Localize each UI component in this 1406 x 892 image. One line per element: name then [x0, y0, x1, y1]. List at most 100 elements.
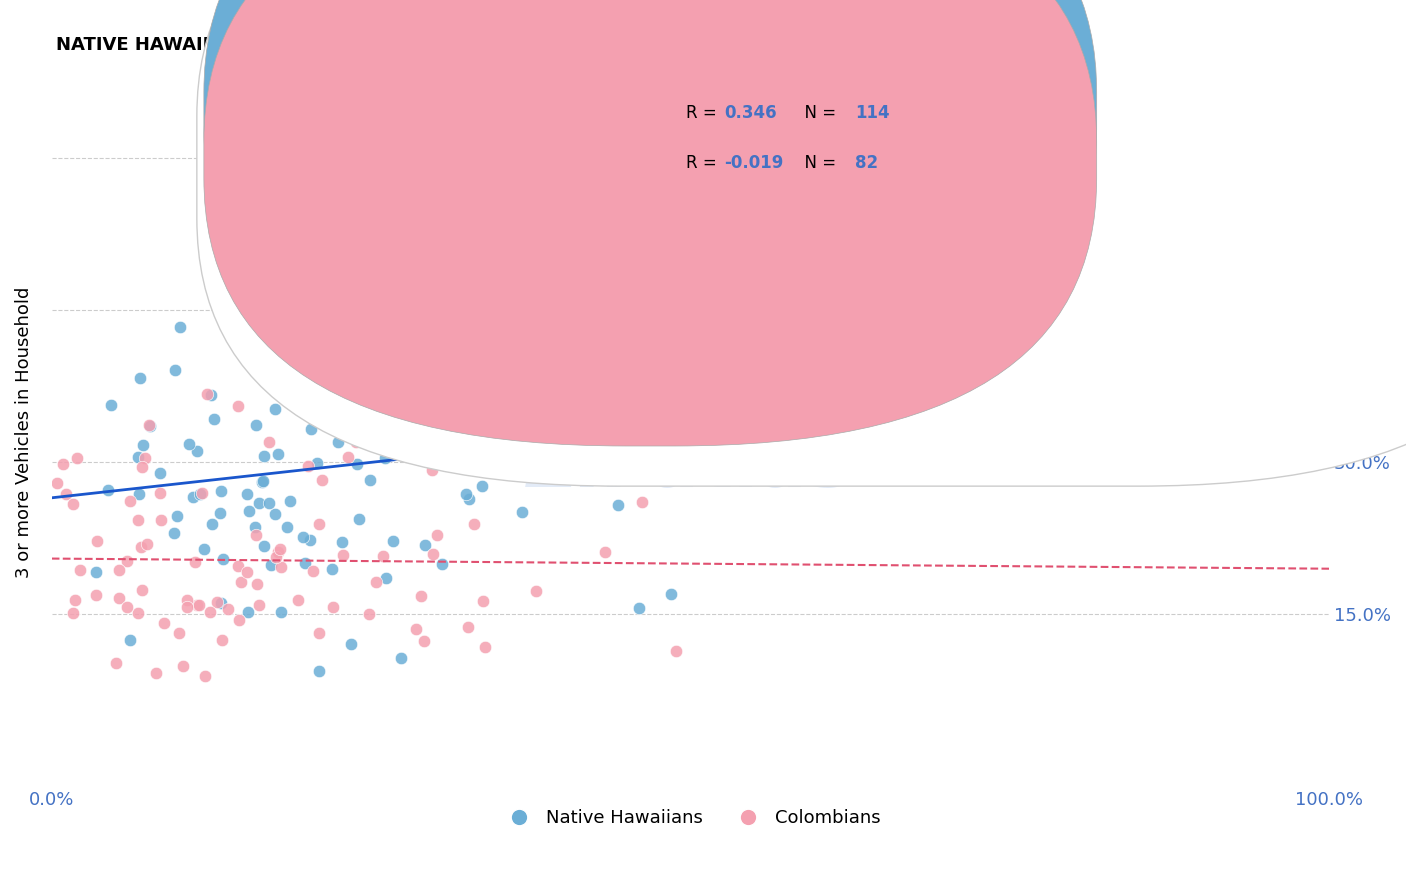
Point [389, 651, 412, 665]
Point [453, 449, 475, 463]
Point [195, 387, 218, 401]
Point [186, 443, 208, 458]
Point [457, 364, 479, 378]
Text: N =: N = [794, 104, 842, 122]
Point [176, 592, 198, 607]
Point [405, 622, 427, 636]
Point [557, 452, 579, 467]
Point [167, 626, 190, 640]
Point [264, 402, 287, 417]
Point [349, 511, 371, 525]
Point [340, 638, 363, 652]
Point [269, 541, 291, 556]
Point [267, 545, 290, 559]
Point [131, 582, 153, 597]
Point [236, 605, 259, 619]
Point [149, 486, 172, 500]
Point [510, 309, 533, 323]
Point [538, 455, 561, 469]
Text: -0.019: -0.019 [724, 154, 783, 172]
Point [179, 437, 201, 451]
Point [128, 487, 150, 501]
Point [245, 528, 267, 542]
Point [332, 548, 354, 562]
Point [200, 387, 222, 401]
Point [62, 606, 84, 620]
Text: ZIPatlas: ZIPatlas [527, 433, 853, 502]
Point [188, 599, 211, 613]
Point [190, 485, 212, 500]
Point [176, 600, 198, 615]
Point [409, 589, 432, 603]
Point [86, 533, 108, 548]
Point [97, 483, 120, 497]
Point [245, 519, 267, 533]
Point [166, 508, 188, 523]
Point [630, 351, 652, 366]
Point [117, 600, 139, 615]
Point [374, 451, 396, 466]
Point [276, 384, 298, 398]
Point [373, 549, 395, 563]
Point [533, 424, 555, 438]
Point [359, 607, 381, 621]
Point [115, 554, 138, 568]
Point [120, 633, 142, 648]
Point [377, 429, 399, 443]
Point [127, 606, 149, 620]
Point [342, 343, 364, 357]
Point [472, 594, 495, 608]
Legend: Native Hawaiians, Colombians: Native Hawaiians, Colombians [494, 802, 887, 834]
Point [131, 460, 153, 475]
Point [665, 644, 688, 658]
Point [627, 601, 650, 615]
Point [231, 574, 253, 589]
Point [252, 474, 274, 488]
Point [228, 559, 250, 574]
Point [311, 473, 333, 487]
Point [522, 405, 544, 419]
Point [127, 450, 149, 465]
Point [346, 457, 368, 471]
Point [308, 625, 330, 640]
Point [66, 450, 89, 465]
Point [607, 498, 630, 512]
Point [105, 656, 128, 670]
Point [217, 602, 239, 616]
Point [593, 545, 616, 559]
Text: Source: ZipAtlas.com: Source: ZipAtlas.com [1202, 27, 1350, 41]
Point [183, 490, 205, 504]
Point [359, 473, 381, 487]
Point [607, 328, 630, 343]
Point [307, 456, 329, 470]
Point [492, 397, 515, 411]
Point [209, 506, 232, 520]
Point [263, 507, 285, 521]
Point [186, 598, 208, 612]
Point [866, 188, 889, 202]
Point [270, 606, 292, 620]
Point [211, 632, 233, 647]
Point [631, 494, 654, 508]
Point [129, 371, 152, 385]
Point [252, 449, 274, 463]
Point [735, 428, 758, 442]
Point [149, 513, 172, 527]
Point [457, 421, 479, 435]
Point [226, 399, 249, 413]
Point [391, 419, 413, 434]
Point [193, 541, 215, 556]
Point [1064, 184, 1087, 198]
Point [264, 550, 287, 565]
Point [457, 620, 479, 634]
Point [498, 423, 520, 437]
Point [183, 556, 205, 570]
Point [107, 563, 129, 577]
Text: NATIVE HAWAIIAN VS COLOMBIAN 3 OR MORE VEHICLES IN HOUSEHOLD CORRELATION CHART: NATIVE HAWAIIAN VS COLOMBIAN 3 OR MORE V… [56, 36, 1005, 54]
Point [326, 435, 349, 450]
Point [212, 552, 235, 566]
Point [62, 497, 84, 511]
Point [456, 487, 478, 501]
Point [270, 560, 292, 574]
Text: 82: 82 [855, 154, 877, 172]
